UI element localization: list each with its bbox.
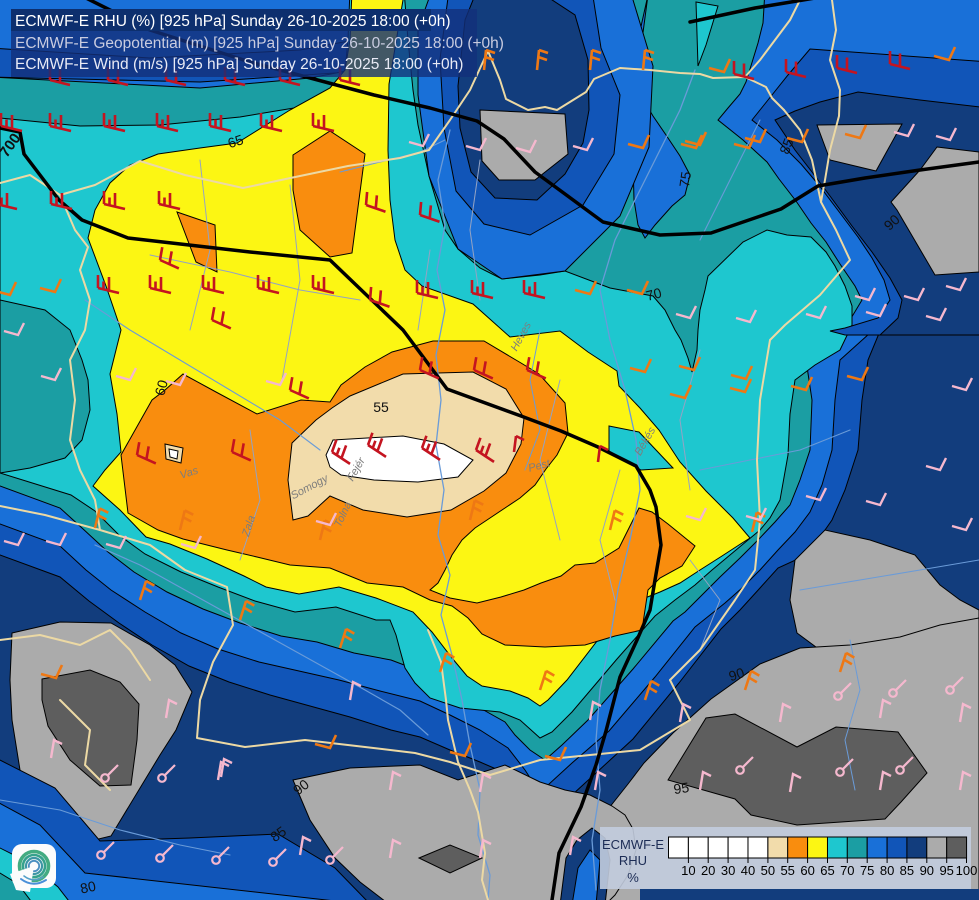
- svg-text:75: 75: [676, 170, 694, 188]
- svg-text:%: %: [627, 870, 639, 885]
- svg-text:30: 30: [721, 863, 735, 878]
- svg-text:90: 90: [920, 863, 934, 878]
- svg-text:80: 80: [880, 863, 894, 878]
- svg-text:Pest: Pest: [527, 457, 552, 475]
- svg-text:10: 10: [681, 863, 695, 878]
- svg-text:65: 65: [226, 131, 246, 151]
- svg-text:55: 55: [780, 863, 794, 878]
- svg-text:65: 65: [820, 863, 834, 878]
- svg-text:ECMWF-E RHU (%) [925 hPa] Sund: ECMWF-E RHU (%) [925 hPa] Sunday 26-10-2…: [15, 13, 451, 30]
- svg-text:50: 50: [761, 863, 775, 878]
- svg-text:55: 55: [373, 399, 389, 415]
- svg-text:100: 100: [956, 863, 978, 878]
- svg-text:85: 85: [900, 863, 914, 878]
- svg-text:60: 60: [151, 378, 171, 397]
- svg-text:90: 90: [727, 664, 747, 684]
- svg-text:ECMWF-E Geopotential (m) [925: ECMWF-E Geopotential (m) [925 hPa] Sunda…: [15, 35, 504, 52]
- svg-text:80: 80: [79, 878, 98, 897]
- svg-text:70: 70: [644, 284, 663, 304]
- svg-text:95: 95: [672, 779, 690, 797]
- svg-text:95: 95: [939, 863, 953, 878]
- svg-text:ECMWF-E Wind (m/s) [925 hPa] S: ECMWF-E Wind (m/s) [925 hPa] Sunday 26-1…: [15, 56, 463, 73]
- svg-text:85: 85: [776, 136, 797, 157]
- svg-text:20: 20: [701, 863, 715, 878]
- svg-text:70: 70: [840, 863, 854, 878]
- svg-text:60: 60: [800, 863, 814, 878]
- svg-text:ECMWF-E: ECMWF-E: [602, 837, 664, 852]
- svg-text:RHU: RHU: [619, 853, 647, 868]
- svg-text:40: 40: [741, 863, 755, 878]
- svg-text:75: 75: [860, 863, 874, 878]
- svg-text:Vas: Vas: [178, 464, 200, 481]
